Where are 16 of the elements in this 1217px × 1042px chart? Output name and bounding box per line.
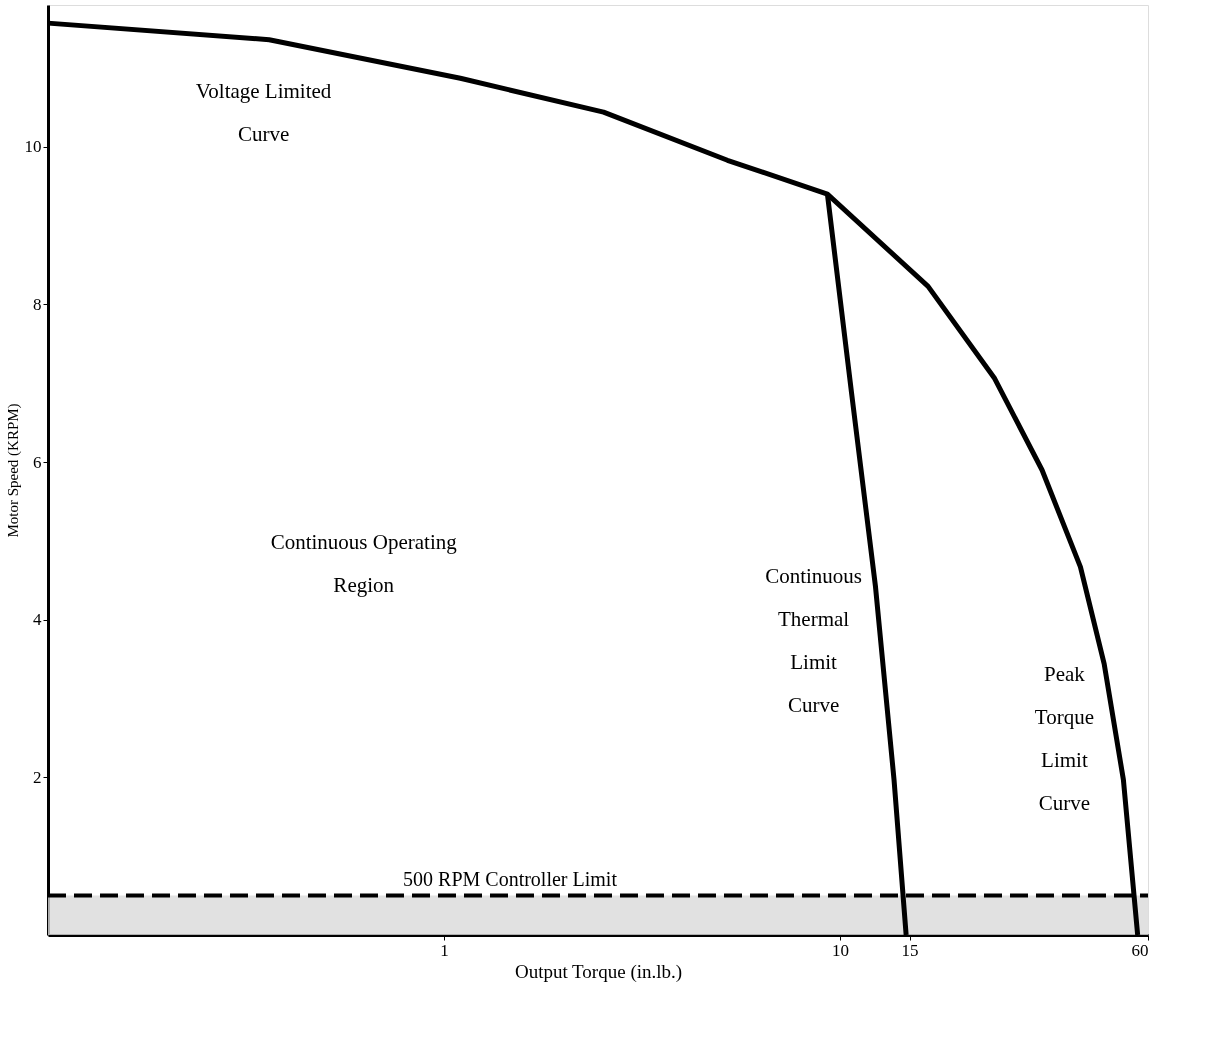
y-tick-label: 2 bbox=[33, 767, 42, 787]
ref-line-label: 500 RPM Controller Limit bbox=[403, 867, 618, 890]
y-tick-label: 6 bbox=[33, 452, 42, 472]
x-tick-label: 60 bbox=[1131, 940, 1149, 960]
annotation: Voltage Limited Curve bbox=[195, 79, 332, 147]
x-tick-label: 15 bbox=[901, 940, 919, 960]
annotation: Continuous Operating Region bbox=[270, 529, 458, 597]
annotation: Continuous Thermal Limit Curve bbox=[765, 563, 863, 717]
x-tick-label: 10 bbox=[831, 940, 849, 960]
y-tick-label: 10 bbox=[24, 137, 42, 157]
y-tick-label: 4 bbox=[33, 610, 42, 630]
y-axis-title: Motor Speed (KRPM) bbox=[4, 403, 22, 538]
x-tick-label: 1 bbox=[440, 940, 449, 960]
y-tick-label: 8 bbox=[33, 294, 42, 314]
annotation: Peak Torque Limit Curve bbox=[1034, 661, 1094, 815]
x-axis-title: Output Torque (in.lb.) bbox=[514, 960, 683, 983]
